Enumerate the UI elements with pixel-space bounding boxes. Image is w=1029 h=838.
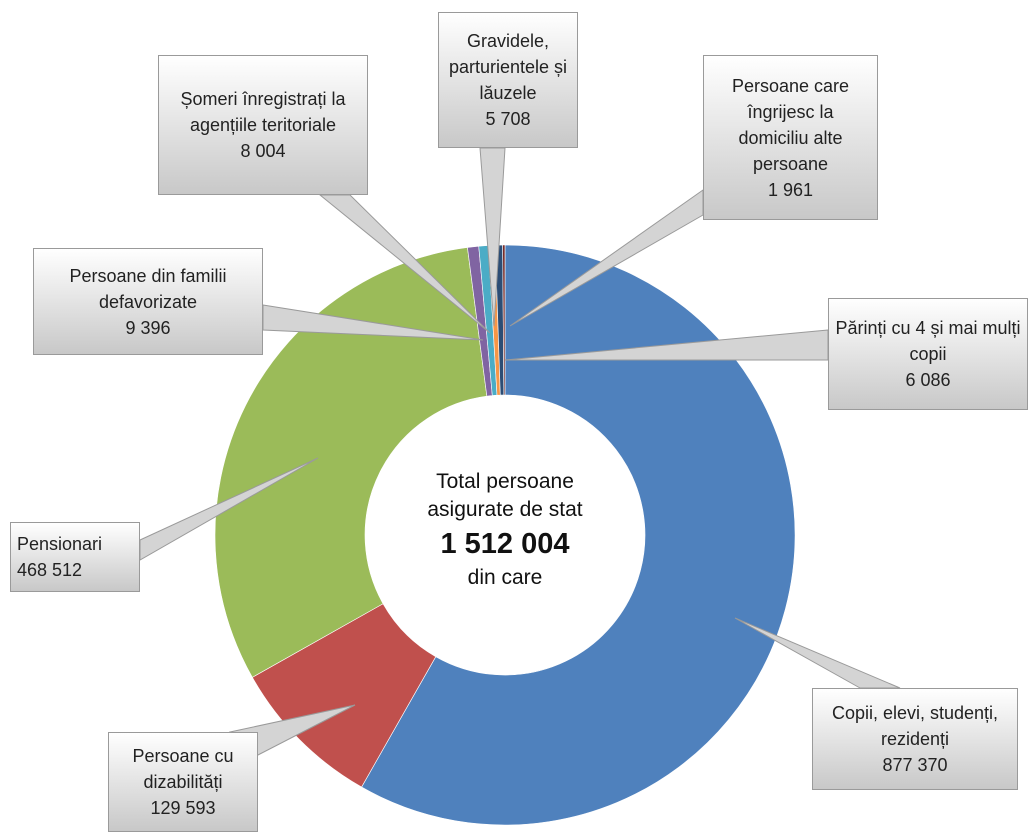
label-value: 6 086 bbox=[905, 370, 951, 390]
label-value: 877 370 bbox=[882, 755, 948, 775]
label-name: Persoane cu dizabilități bbox=[132, 746, 234, 792]
data-label: Persoane din familii defavorizate 9 396 bbox=[33, 248, 263, 355]
center-text: asigurate de stat bbox=[427, 498, 583, 521]
label-name: Părinți cu 4 și mai mulți copii bbox=[835, 318, 1021, 364]
label-name: Copii, elevi, studenți, rezidenți bbox=[831, 703, 999, 749]
label-value: 9 396 bbox=[125, 317, 171, 338]
label-value: 129 593 bbox=[150, 798, 216, 818]
callout-pointer bbox=[139, 457, 319, 561]
data-label: Șomeri înregistrați la agențiile teritor… bbox=[158, 55, 368, 195]
label-value: 5 708 bbox=[485, 109, 531, 129]
label-value: 1 961 bbox=[767, 179, 814, 200]
data-label: Gravidele, parturientele și lăuzele 5 708 bbox=[438, 12, 578, 148]
callout-pointer bbox=[479, 147, 506, 327]
label-name: Persoane din familii defavorizate bbox=[69, 265, 227, 312]
label-name: Gravidele, parturientele și lăuzele bbox=[448, 31, 568, 103]
data-label: Părinți cu 4 și mai mulți copii 6 086 bbox=[828, 298, 1028, 410]
data-label: Persoane care îngrijesc la domiciliu alt… bbox=[703, 55, 878, 220]
label-value: 8 004 bbox=[240, 141, 286, 161]
total-note: din care bbox=[467, 566, 543, 589]
data-label: Persoane cu dizabilități 129 593 bbox=[108, 732, 258, 832]
data-label: Pensionari 468 512 bbox=[10, 522, 140, 592]
callout-pointer bbox=[318, 194, 491, 334]
label-name: Pensionari bbox=[17, 534, 103, 554]
label-name: Șomeri înregistrați la agențiile teritor… bbox=[180, 89, 346, 135]
slice bbox=[502, 244, 506, 396]
slice bbox=[361, 244, 796, 826]
total: 1 512 004 bbox=[440, 528, 570, 560]
data-label: Copii, elevi, studenți, rezidenți 877 370 bbox=[812, 688, 1018, 790]
label-value: 468 512 bbox=[17, 560, 83, 580]
label-name: Persoane care îngrijesc la domiciliu alt… bbox=[731, 75, 850, 174]
center-label: Total persoane asigurate de stat 1 512 0… bbox=[385, 468, 625, 592]
center-text: Total persoane bbox=[436, 470, 574, 493]
callout-pointer bbox=[262, 304, 484, 341]
